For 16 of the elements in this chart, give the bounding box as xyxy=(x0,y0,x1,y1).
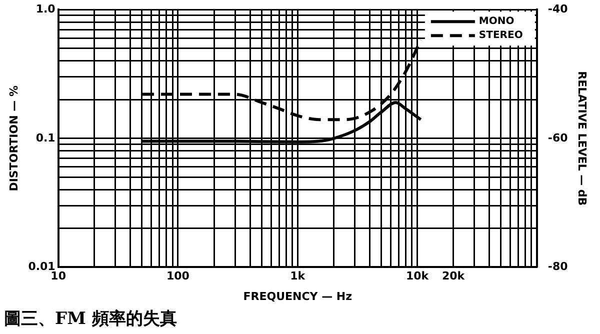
y-tick-label: 0.1 xyxy=(36,131,56,144)
x-tick-label: 1k xyxy=(290,270,306,283)
y2-axis-title: RELATIVE LEVEL — dB xyxy=(576,71,589,206)
y2-tick-label: -40 xyxy=(548,2,568,16)
x-tick-label: 10 xyxy=(50,270,66,283)
legend-label: MONO xyxy=(478,16,514,28)
y2-tick-label: -60 xyxy=(548,131,568,144)
y-tick-label: 1.0 xyxy=(36,2,56,16)
legend-label: STEREO xyxy=(478,30,523,42)
x-tick-label: 20k xyxy=(442,270,466,283)
x-axis-title: FREQUENCY — Hz xyxy=(243,290,352,303)
y2-tick-label: -80 xyxy=(548,260,568,274)
text: 圖三、FM 頻率的失真 xyxy=(4,309,177,330)
y-axis-title: DISTORTION — % xyxy=(7,85,20,192)
x-tick-label: 10k xyxy=(406,270,430,283)
x-tick-label: 100 xyxy=(166,270,190,283)
